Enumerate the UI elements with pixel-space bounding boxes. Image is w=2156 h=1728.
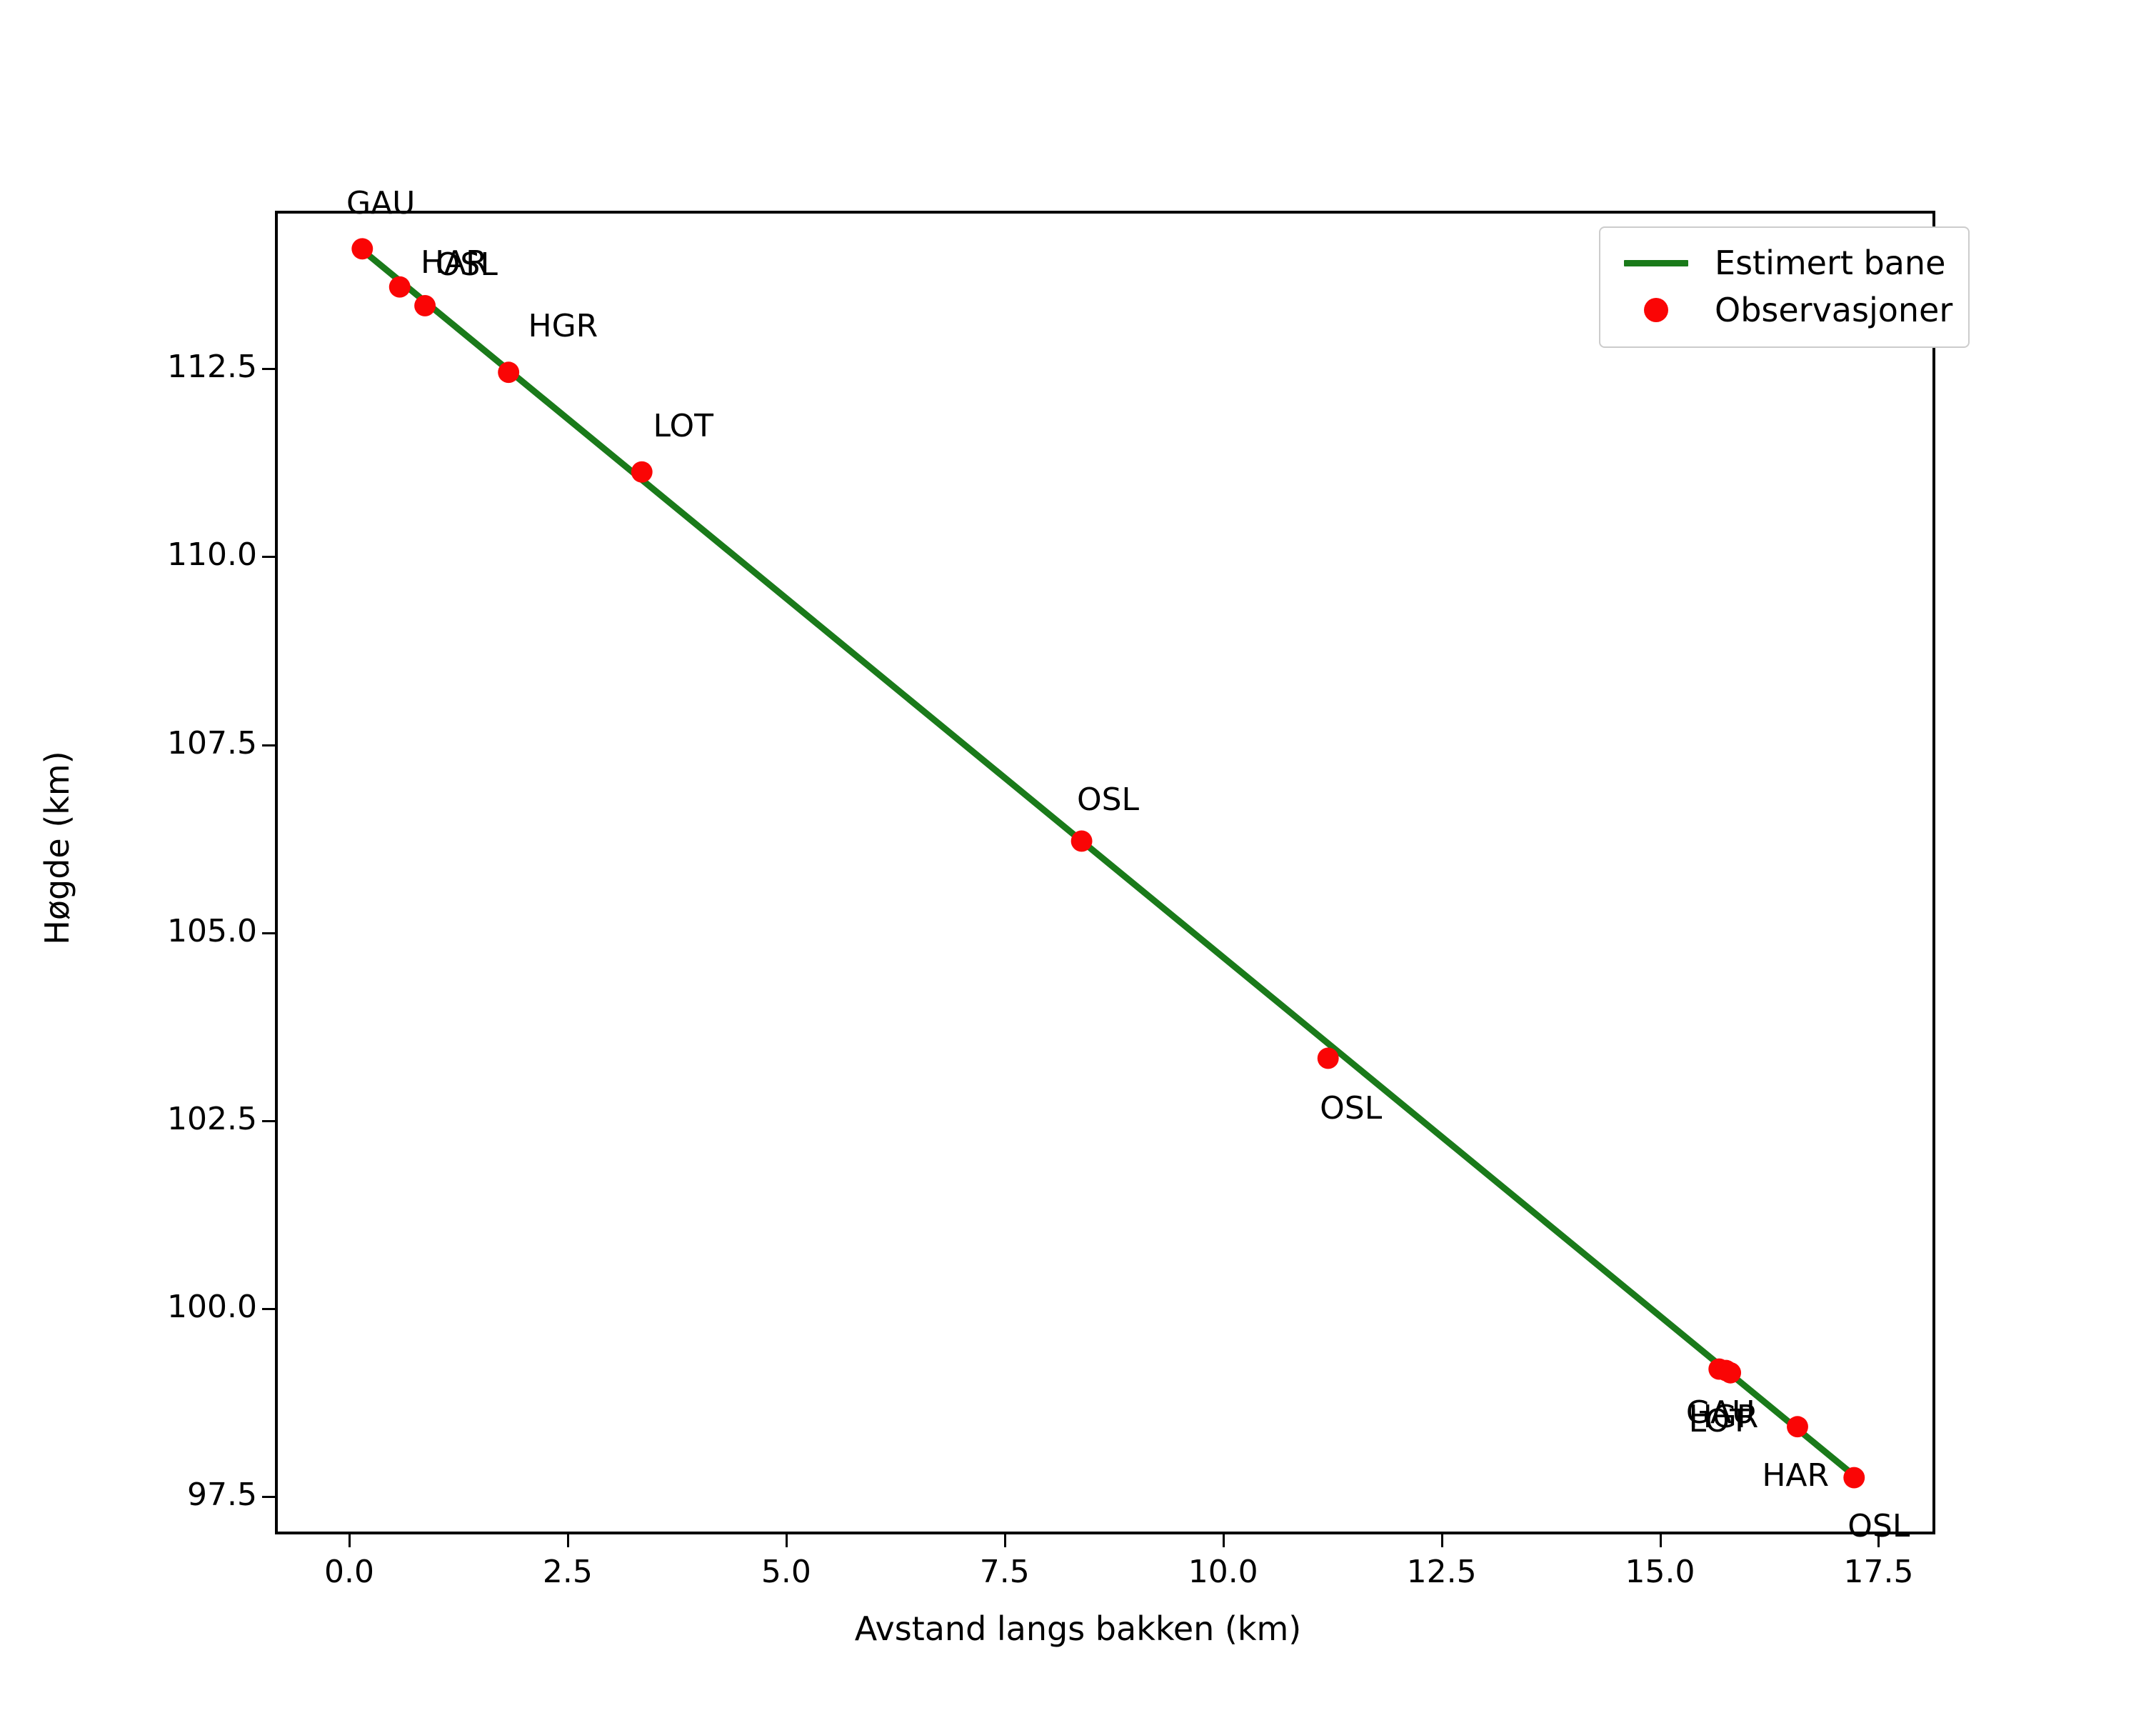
y-tick-mark (262, 1308, 275, 1311)
point-label-har: HAR (421, 244, 488, 281)
x-tick-label: 0.0 (324, 1554, 374, 1590)
plot-area: GAU HAR OSL HGR LOT OSL OSL GAU HGR LOT HAR OSL (275, 188, 1935, 1542)
x-tick-label: 17.5 (1843, 1554, 1914, 1590)
legend-label-observasjoner: Observasjoner (1715, 291, 1953, 329)
x-tick-mark (1659, 1534, 1662, 1547)
observation-marker[interactable] (1071, 830, 1093, 852)
estimated-track-polyline (353, 241, 1862, 1483)
x-tick-mark (566, 1534, 569, 1547)
observation-marker[interactable] (1843, 1467, 1865, 1489)
y-tick-label: 97.5 (187, 1477, 257, 1514)
x-axis-title: Avstand langs bakken (km) (854, 1609, 1302, 1648)
legend: Estimert bane Observasjoner (1599, 226, 1970, 348)
observation-marker[interactable] (1720, 1362, 1742, 1384)
observation-marker[interactable] (498, 361, 520, 384)
x-tick-mark (349, 1534, 351, 1547)
y-tick-mark (262, 932, 275, 934)
point-label-hgr: HGR (528, 307, 598, 344)
point-label-lot: LOT (653, 407, 713, 444)
legend-label-estimert-bane: Estimert bane (1715, 244, 1946, 282)
x-tick-mark (1877, 1534, 1880, 1547)
point-label-gau: GAU (1685, 1394, 1755, 1432)
x-tick-mark (1222, 1534, 1225, 1547)
point-label-hgr: HGR (1688, 1398, 1759, 1435)
x-tick-mark (1003, 1534, 1006, 1547)
point-label-osl: OSL (435, 246, 498, 283)
x-tick-label: 10.0 (1188, 1554, 1258, 1590)
y-tick-mark (262, 556, 275, 559)
y-tick-mark (262, 368, 275, 371)
y-tick-label: 102.5 (167, 1100, 257, 1137)
x-tick-label: 5.0 (761, 1554, 811, 1590)
y-tick-label: 112.5 (167, 349, 257, 386)
legend-line-swatch (1616, 259, 1696, 266)
x-tick-mark (785, 1534, 788, 1547)
x-tick-label: 15.0 (1625, 1554, 1695, 1590)
legend-item-estimert-bane[interactable]: Estimert bane (1616, 239, 1952, 286)
y-tick-label: 105.0 (167, 912, 257, 949)
plot-svg (351, 238, 1865, 1489)
y-tick-label: 100.0 (167, 1289, 257, 1326)
point-label-har: HAR (1762, 1457, 1830, 1494)
y-tick-mark (262, 744, 275, 746)
observation-marker[interactable] (631, 461, 653, 483)
x-tick-mark (1440, 1534, 1443, 1547)
point-label-osl: OSL (1076, 781, 1140, 819)
y-axis-title: Høgde (km) (38, 751, 76, 945)
y-tick-label: 110.0 (167, 536, 257, 574)
observation-marker[interactable] (388, 276, 411, 298)
observation-markers (351, 238, 1865, 1489)
observation-marker[interactable] (351, 238, 373, 260)
observation-marker[interactable] (414, 295, 436, 316)
estimated-track-line (353, 241, 1862, 1483)
x-tick-label: 2.5 (542, 1554, 593, 1590)
x-tick-label: 7.5 (979, 1554, 1030, 1590)
point-label-gau: GAU (346, 185, 416, 222)
point-label-osl: OSL (1320, 1089, 1383, 1127)
point-label-lot: LOT (1688, 1402, 1750, 1439)
observation-marker[interactable] (1317, 1047, 1339, 1069)
y-tick-label: 107.5 (167, 724, 257, 761)
x-tick-label: 12.5 (1406, 1554, 1477, 1590)
legend-item-observasjoner[interactable]: Observasjoner (1616, 286, 1952, 334)
legend-dot-swatch (1616, 298, 1696, 322)
y-tick-mark (262, 1119, 275, 1122)
y-tick-mark (262, 1496, 275, 1499)
observation-marker[interactable] (1787, 1416, 1808, 1438)
